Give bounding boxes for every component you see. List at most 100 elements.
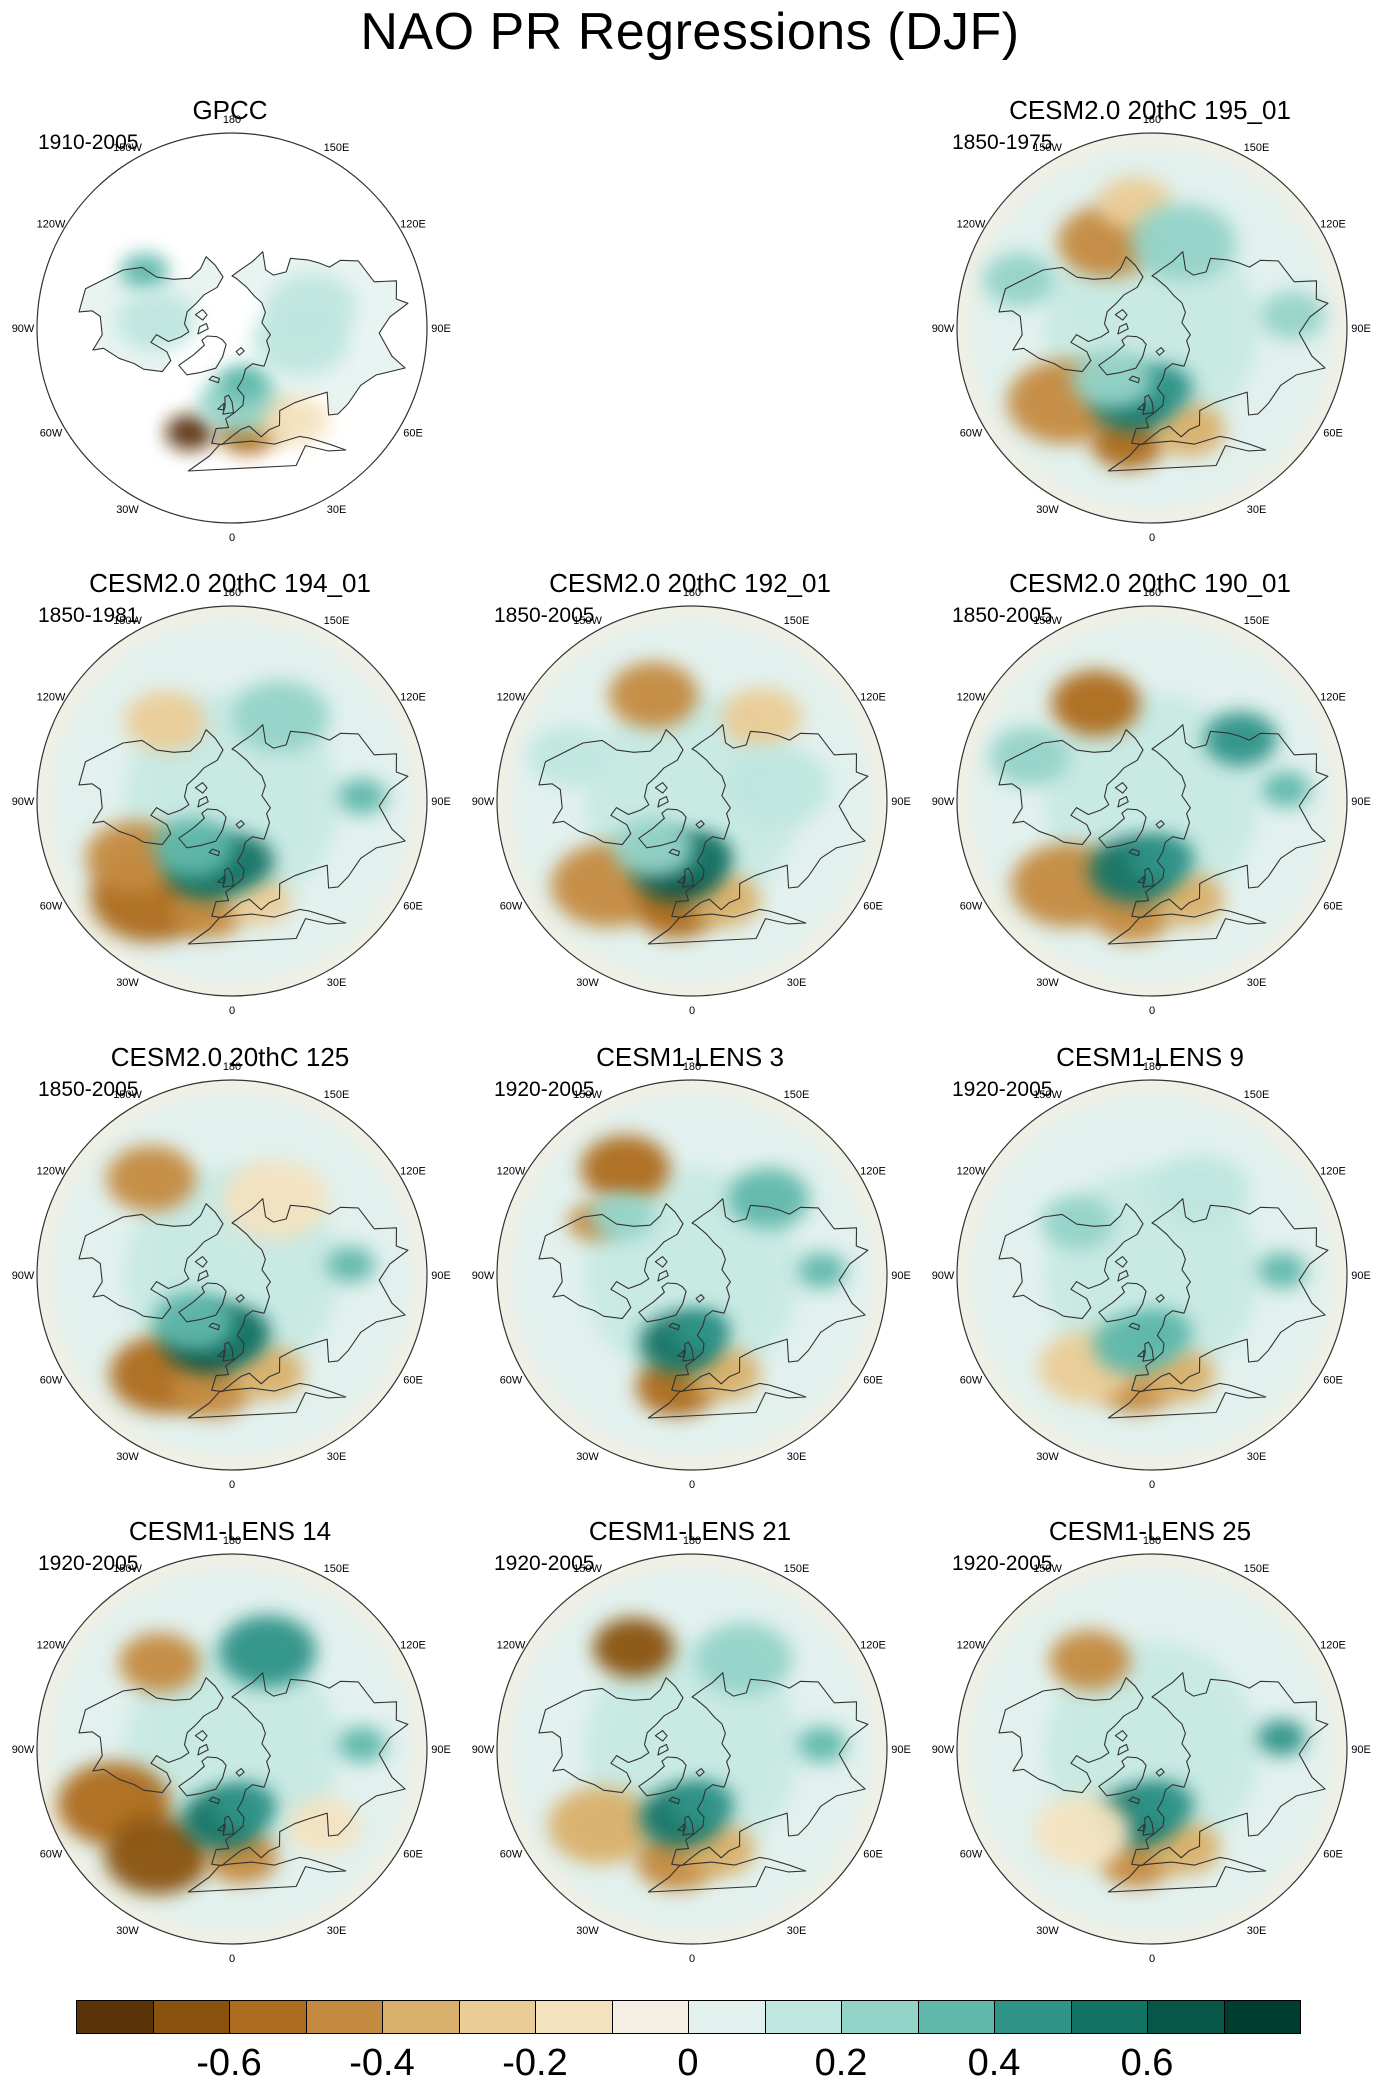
lon-tick-label: 30W [576, 1925, 599, 1937]
coastline [1128, 848, 1140, 857]
coastline [1137, 402, 1145, 411]
lon-tick-label: 120W [497, 1166, 526, 1178]
lon-tick-label: 180 [1143, 587, 1161, 599]
lon-tick-label: 60E [1323, 428, 1343, 440]
coastline [1137, 1823, 1145, 1832]
polar-map: 180 150E 120E 90E 60E 30E 0 30W 60W 90W 120W 150W [932, 1061, 1371, 1491]
coastline [657, 795, 669, 808]
lon-tick-label: 60W [960, 428, 983, 440]
lon-tick-label: 90E [431, 796, 451, 808]
colorbar-segment [76, 2000, 154, 2034]
coastline [1155, 1294, 1165, 1303]
panel-years: 1850-2005 [494, 604, 595, 627]
coastline [654, 782, 668, 794]
coastline [78, 729, 224, 846]
coastline [657, 1269, 669, 1282]
lon-tick-label: 150E [1244, 1563, 1270, 1575]
coastline [657, 1743, 669, 1756]
lon-tick-label: 180 [1143, 114, 1161, 126]
lon-tick-label: 30W [116, 1451, 139, 1463]
coastline [217, 875, 225, 884]
lon-tick-label: 30W [1036, 1451, 1059, 1463]
lon-tick-label: 30E [1247, 1925, 1267, 1937]
colorbar-segment [535, 2000, 613, 2034]
panel-title: CESM2.0 20thC 125 [110, 1042, 350, 1072]
coastline [194, 1256, 208, 1268]
lon-tick-label: 90W [12, 323, 35, 335]
anomaly-blob [612, 817, 694, 878]
lon-tick-label: 150E [784, 1089, 810, 1101]
lon-tick-label: 120W [957, 1640, 986, 1652]
lon-tick-label: 90W [932, 1270, 955, 1282]
coastline [671, 1198, 869, 1393]
anomaly-blob [104, 1816, 211, 1895]
coastline [187, 1856, 347, 1893]
lon-tick-label: 60E [863, 1375, 883, 1387]
map-panel-cesm1-lens-14: CESM1-LENS 14 1920-2005 180 150E 120E 90E 60… [0, 1516, 460, 1996]
map-field [957, 1080, 1347, 1470]
panel-title: CESM1-LENS 9 [1056, 1042, 1244, 1072]
lon-tick-label: 60E [403, 901, 423, 913]
lon-tick-label: 0 [1149, 1479, 1155, 1491]
coastline [1098, 808, 1147, 849]
coastline [1114, 1256, 1128, 1268]
colorbar-segment [841, 2000, 919, 2034]
coastline [197, 322, 209, 335]
map-panel-cesm1-lens-9: CESM1-LENS 9 1920-2005 180 150E 120E 90E 60E… [920, 1042, 1380, 1522]
lon-tick-label: 120E [1320, 1166, 1346, 1178]
coastline [1137, 1349, 1145, 1358]
coastline [211, 251, 409, 446]
lon-tick-label: 60W [40, 1375, 63, 1387]
coastline [638, 1282, 687, 1323]
coastline [222, 1341, 235, 1362]
panel-years: 1850-1975 [952, 131, 1053, 154]
lon-tick-label: 0 [1149, 532, 1155, 544]
lon-tick-label: 90E [891, 1270, 911, 1282]
anomaly-blob [1259, 291, 1325, 340]
lon-tick-label: 150W [573, 1089, 602, 1101]
coastline [1137, 875, 1145, 884]
coastline [1114, 1730, 1128, 1742]
coastline [998, 256, 1144, 373]
coastline [1098, 1282, 1147, 1323]
lon-tick-label: 150W [113, 615, 142, 627]
map-outline [956, 605, 1348, 997]
coastline [1128, 375, 1140, 384]
colorbar-segment [611, 2000, 689, 2034]
anomaly-blob [116, 291, 197, 352]
coastline [682, 867, 695, 888]
polar-map: 180 150E 120E 90E 60E 30E 0 30W 60W 90W 120W 150W [12, 1061, 451, 1491]
lon-tick-label: 90E [891, 796, 911, 808]
lon-tick-label: 90W [932, 1744, 955, 1756]
anomaly-blob [695, 1622, 793, 1695]
anomaly-blob [119, 1632, 201, 1693]
anomaly-blob [1033, 1796, 1131, 1868]
anomaly-blob [1129, 1780, 1195, 1829]
lon-tick-label: 120E [860, 1640, 886, 1652]
lon-tick-label: 150W [1033, 1563, 1062, 1575]
lon-tick-label: 60W [960, 901, 983, 913]
coastline [1155, 820, 1165, 829]
coastline [235, 1768, 245, 1777]
coastline [1142, 394, 1155, 415]
coastline [194, 309, 208, 321]
lon-tick-label: 30W [1036, 1925, 1059, 1937]
lon-tick-label: 120E [860, 1166, 886, 1178]
colorbar-segment [458, 2000, 536, 2034]
coastline [178, 808, 227, 849]
lon-tick-label: 120E [400, 692, 426, 704]
coastline [1117, 1269, 1129, 1282]
colorbar-tick-label: 0 [677, 2042, 699, 2084]
coastline [208, 1322, 220, 1331]
panel-years: 1920-2005 [38, 1552, 139, 1575]
lon-tick-label: 180 [1143, 1535, 1161, 1547]
map-panel-cesm1-lens-25: CESM1-LENS 25 1920-2005 180 150E 120E 90E 60… [920, 1516, 1380, 1996]
coastline [677, 1349, 685, 1358]
polar-map: 180 150E 120E 90E 60E 30E 0 30W 60W 90W 120W 150W [932, 114, 1371, 544]
coastline [638, 808, 687, 849]
lon-tick-label: 60W [500, 901, 523, 913]
lon-tick-label: 30W [116, 1925, 139, 1937]
anomaly-blob [673, 1309, 731, 1352]
coastline [1107, 435, 1267, 472]
anomaly-blob [219, 1615, 317, 1688]
